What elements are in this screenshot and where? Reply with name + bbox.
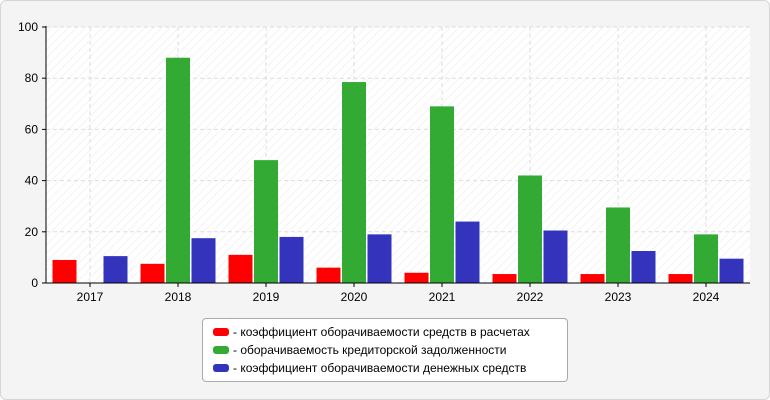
bar <box>694 234 718 283</box>
x-tick-label: 2024 <box>693 290 720 304</box>
bar <box>543 230 568 283</box>
bar <box>279 236 304 283</box>
y-tick-label: 100 <box>18 20 38 34</box>
x-tick-label: 2021 <box>429 290 456 304</box>
bar <box>719 258 744 283</box>
legend-swatch-green <box>213 346 229 354</box>
legend-label: - коэффициент оборачиваемости денежных с… <box>233 361 527 375</box>
y-tick-label: 80 <box>25 71 39 85</box>
x-tick-label: 2020 <box>341 290 368 304</box>
y-tick-label: 60 <box>25 122 39 136</box>
legend-label: - коэффициент оборачиваемости средств в … <box>233 325 530 339</box>
bar <box>367 234 392 283</box>
x-tick-label: 2017 <box>77 290 104 304</box>
y-tick-label: 40 <box>25 174 39 188</box>
bar <box>430 106 454 283</box>
bar <box>404 272 429 283</box>
bar <box>631 251 656 283</box>
bar <box>103 256 128 283</box>
legend-item: - коэффициент оборачиваемости денежных с… <box>213 359 567 377</box>
bar <box>140 263 165 283</box>
bar <box>492 274 517 283</box>
bar <box>254 160 278 283</box>
bar <box>166 57 190 283</box>
bar <box>342 82 366 283</box>
legend-item: - коэффициент оборачиваемости средств в … <box>213 323 567 341</box>
x-tick-label: 2018 <box>165 290 192 304</box>
bar <box>52 259 77 283</box>
bar <box>606 207 630 283</box>
legend: - коэффициент оборачиваемости средств в … <box>202 318 568 382</box>
bar <box>455 221 480 283</box>
legend-swatch-blue <box>213 364 229 372</box>
bar <box>580 274 605 283</box>
bar <box>228 254 253 283</box>
y-tick-label: 20 <box>25 225 39 239</box>
x-tick-label: 2019 <box>253 290 280 304</box>
bars <box>52 57 744 283</box>
plot-area <box>46 27 750 283</box>
bar <box>316 267 341 283</box>
axes: 0 20 40 60 80 100 2017 2018 2019 2020 2021 2022 2023… <box>18 20 750 304</box>
legend-label: - оборачиваемость кредиторской задолженн… <box>233 343 507 357</box>
x-tick-label: 2022 <box>517 290 544 304</box>
legend-swatch-red <box>213 328 229 336</box>
bar <box>191 238 216 283</box>
x-tick-label: 2023 <box>605 290 632 304</box>
legend-item: - оборачиваемость кредиторской задолженн… <box>213 341 567 359</box>
bar <box>518 175 542 283</box>
bar <box>668 274 693 283</box>
bar-chart: 0 20 40 60 80 100 2017 2018 2019 2020 2021 2022 2023… <box>18 20 750 304</box>
y-tick-label: 0 <box>31 276 38 290</box>
